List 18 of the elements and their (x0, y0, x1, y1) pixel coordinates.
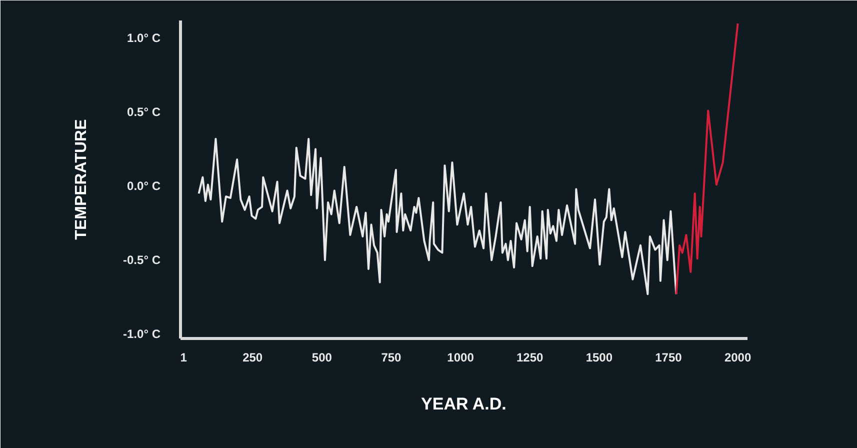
x-tick-label: 1 (180, 350, 188, 364)
y-tick-label: -1.0° C (123, 327, 161, 342)
y-tick-label: 0.0° C (127, 179, 161, 194)
x-tick-label: 1750 (655, 350, 682, 364)
x-tick-label: 1000 (447, 350, 474, 364)
x-tick-label: 500 (312, 350, 332, 364)
x-tick-label: 750 (381, 350, 402, 364)
x-tick-label: 1500 (586, 350, 613, 364)
x-axis-title: YEAR A.D. (421, 394, 506, 414)
x-tick-label: 250 (242, 350, 263, 364)
x-tick-label: 1250 (516, 350, 544, 364)
x-tick-label: 2000 (724, 350, 752, 364)
line-series (675, 22, 739, 296)
y-tick-label: -0.5° C (123, 253, 161, 268)
y-tick-label: 1.0° C (127, 31, 161, 46)
y-tick-label: 0.5° C (127, 105, 161, 120)
line-series (198, 138, 678, 296)
y-axis-title: TEMPERATURE (73, 118, 90, 240)
